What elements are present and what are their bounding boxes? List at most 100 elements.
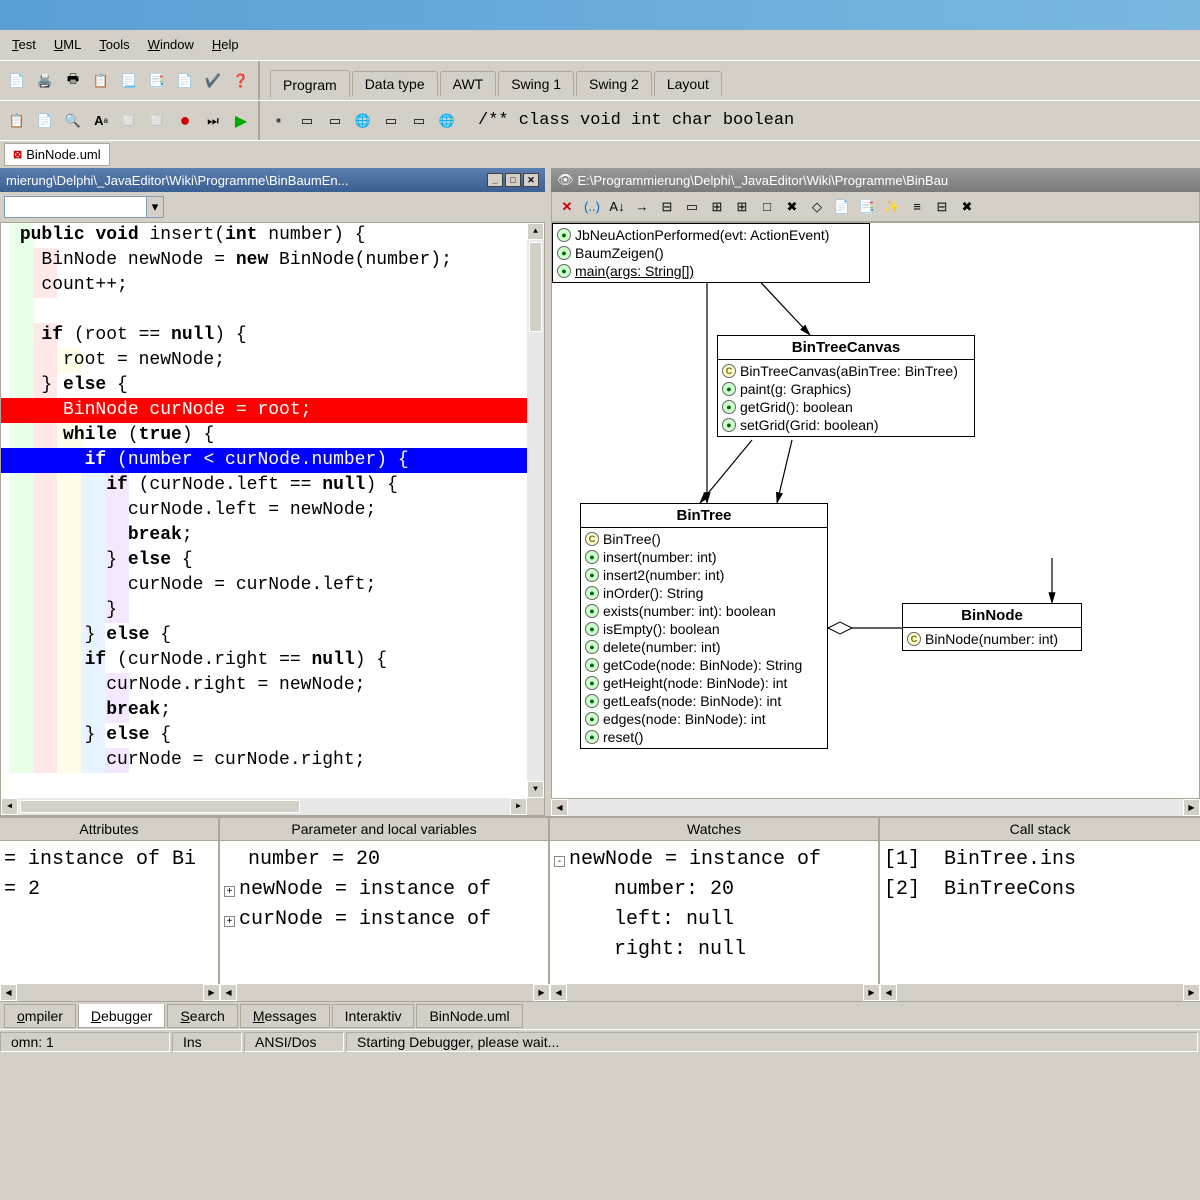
tree-item[interactable]: left: null (554, 905, 874, 935)
tb-frame-icon[interactable]: ▭ (378, 108, 404, 134)
callstack-item[interactable]: [2] BinTreeCons (884, 875, 1196, 905)
tb-bp1-icon[interactable]: ◻️ (116, 108, 142, 134)
expand-icon[interactable]: + (224, 916, 235, 927)
tb-bp2-icon[interactable]: ◻️ (144, 108, 170, 134)
uml-method[interactable]: ●delete(number: int) (585, 638, 823, 656)
code-line[interactable]: if (curNode.right == null) { (1, 648, 544, 673)
menu-test[interactable]: Test (4, 34, 44, 56)
tb-run-icon[interactable]: ▶ (228, 108, 254, 134)
uml-method[interactable]: ●BaumZeigen() (557, 244, 865, 262)
tb-find-icon[interactable]: 🔍 (60, 108, 86, 134)
maximize-button[interactable]: □ (505, 173, 521, 187)
uml-method[interactable]: ●insert2(number: int) (585, 566, 823, 584)
code-line[interactable]: root = newNode; (1, 348, 544, 373)
tree-item[interactable]: +curNode = instance of (224, 905, 544, 935)
tb-font-icon[interactable]: Aa (88, 108, 114, 134)
class-dropdown[interactable]: ▾ (4, 196, 164, 218)
uml-box2-icon[interactable]: □ (756, 196, 778, 218)
code-line[interactable]: } else { (1, 548, 544, 573)
uml-class-box[interactable]: ●JbNeuActionPerformed(evt: ActionEvent)●… (552, 223, 870, 283)
tree-item[interactable]: number = 20 (224, 845, 544, 875)
tb-dialog-icon[interactable]: ▭ (322, 108, 348, 134)
code-line[interactable]: break; (1, 523, 544, 548)
tb-printer2-icon[interactable]: 🖶 (60, 68, 86, 94)
tree-item[interactable]: right: null (554, 935, 874, 965)
menu-help[interactable]: Help (204, 34, 247, 56)
tb-console-icon[interactable]: ▪️ (266, 108, 292, 134)
uml-scrollbar-h[interactable]: ◀ ▶ (551, 799, 1200, 816)
code-line[interactable]: if (number < curNode.number) { (1, 448, 544, 473)
tb-web-icon[interactable]: 🌐 (350, 108, 376, 134)
close-button[interactable]: ✕ (523, 173, 539, 187)
tree-item[interactable]: +newNode = instance of (224, 875, 544, 905)
tb-doc3-icon[interactable]: 📄 (172, 68, 198, 94)
tb-doc2-icon[interactable]: 📑 (144, 68, 170, 94)
bottom-tab[interactable]: ompiler (4, 1004, 76, 1028)
tree-item[interactable]: = 2 (4, 875, 214, 905)
code-line[interactable]: } else { (1, 723, 544, 748)
uml-method[interactable]: ●JbNeuActionPerformed(evt: ActionEvent) (557, 226, 865, 244)
bottom-tab[interactable]: Search (167, 1004, 237, 1028)
tb-paste2-icon[interactable]: 📄 (32, 108, 58, 134)
tb-step-icon[interactable]: ⏭ (200, 108, 226, 134)
bottom-tab[interactable]: BinNode.uml (416, 1004, 522, 1028)
file-tab-binnode[interactable]: ⊠ BinNode.uml (4, 143, 110, 166)
code-line[interactable]: break; (1, 698, 544, 723)
code-line[interactable]: curNode.left = newNode; (1, 498, 544, 523)
uml-close-icon[interactable]: ✕ (556, 196, 578, 218)
uml-layout-icon[interactable]: ⊟ (931, 196, 953, 218)
menu-uml[interactable]: UML (46, 34, 89, 56)
tb-check-icon[interactable]: ✔️ (200, 68, 226, 94)
uml-delete-icon[interactable]: ✖ (781, 196, 803, 218)
uml-arrow-icon[interactable]: → (631, 196, 653, 218)
uml-diamond-icon[interactable]: ◇ (806, 196, 828, 218)
uml-box-icon[interactable]: ▭ (681, 196, 703, 218)
dropdown-arrow-icon[interactable]: ▾ (146, 197, 163, 217)
tab-datatype[interactable]: Data type (352, 71, 438, 96)
tb-record-icon[interactable]: ● (172, 108, 198, 134)
tab-layout[interactable]: Layout (654, 71, 722, 96)
bottom-tab[interactable]: Interaktiv (332, 1004, 415, 1028)
scrollbar-horizontal[interactable]: ◀ ▶ (1, 798, 527, 815)
code-line[interactable] (1, 298, 544, 323)
uml-copy-icon[interactable]: 📑 (856, 196, 878, 218)
bottom-tab[interactable]: Debugger (78, 1004, 166, 1028)
tb-doc1-icon[interactable]: 📃 (116, 68, 142, 94)
tree-item[interactable]: -newNode = instance of (554, 845, 874, 875)
code-line[interactable]: curNode = curNode.left; (1, 573, 544, 598)
uml-method[interactable]: ●getHeight(node: BinNode): int (585, 674, 823, 692)
uml-class-box[interactable]: BinNodeCBinNode(number: int) (902, 603, 1082, 651)
code-line[interactable]: BinNode curNode = root; (1, 398, 544, 423)
code-line[interactable]: if (root == null) { (1, 323, 544, 348)
close-icon[interactable]: ⊠ (13, 148, 22, 161)
uml-method[interactable]: ●setGrid(Grid: boolean) (722, 416, 970, 434)
code-line[interactable]: count++; (1, 273, 544, 298)
tab-awt[interactable]: AWT (440, 71, 497, 96)
uml-braces-icon[interactable]: (..) (581, 196, 603, 218)
uml-del2-icon[interactable]: ✖ (956, 196, 978, 218)
code-line[interactable]: while (true) { (1, 423, 544, 448)
tb-copy-icon[interactable]: 📋 (4, 108, 30, 134)
uml-canvas[interactable]: ●JbNeuActionPerformed(evt: ActionEvent)●… (551, 222, 1200, 799)
uml-class-box[interactable]: BinTreeCanvasCBinTreeCanvas(aBinTree: Bi… (717, 335, 975, 437)
uml-grid-icon[interactable]: ⊞ (706, 196, 728, 218)
attributes-content[interactable]: = instance of Bi= 2 (0, 841, 218, 984)
uml-method[interactable]: ●exists(number: int): boolean (585, 602, 823, 620)
uml-method[interactable]: ●main(args: String[]) (557, 262, 865, 280)
code-editor[interactable]: ▲ ▼ ◀ ▶ public void insert(int number) {… (0, 222, 545, 816)
uml-sort-icon[interactable]: A↓ (606, 196, 628, 218)
tb-print-icon[interactable]: 🖨️ (32, 68, 58, 94)
uml-method[interactable]: ●reset() (585, 728, 823, 746)
expand-icon[interactable]: - (554, 856, 565, 867)
uml-method[interactable]: ●inOrder(): String (585, 584, 823, 602)
uml-method[interactable]: ●paint(g: Graphics) (722, 380, 970, 398)
callstack-item[interactable]: [1] BinTree.ins (884, 845, 1196, 875)
tb-paste-icon[interactable]: 📋 (88, 68, 114, 94)
code-line[interactable]: curNode.right = newNode; (1, 673, 544, 698)
uml-method[interactable]: CBinNode(number: int) (907, 630, 1077, 648)
tb-new-icon[interactable]: 📄 (4, 68, 30, 94)
uml-star-icon[interactable]: ✨ (881, 196, 903, 218)
tab-program[interactable]: Program (270, 70, 350, 97)
code-line[interactable]: } else { (1, 373, 544, 398)
params-content[interactable]: number = 20+newNode = instance of+curNod… (220, 841, 548, 984)
